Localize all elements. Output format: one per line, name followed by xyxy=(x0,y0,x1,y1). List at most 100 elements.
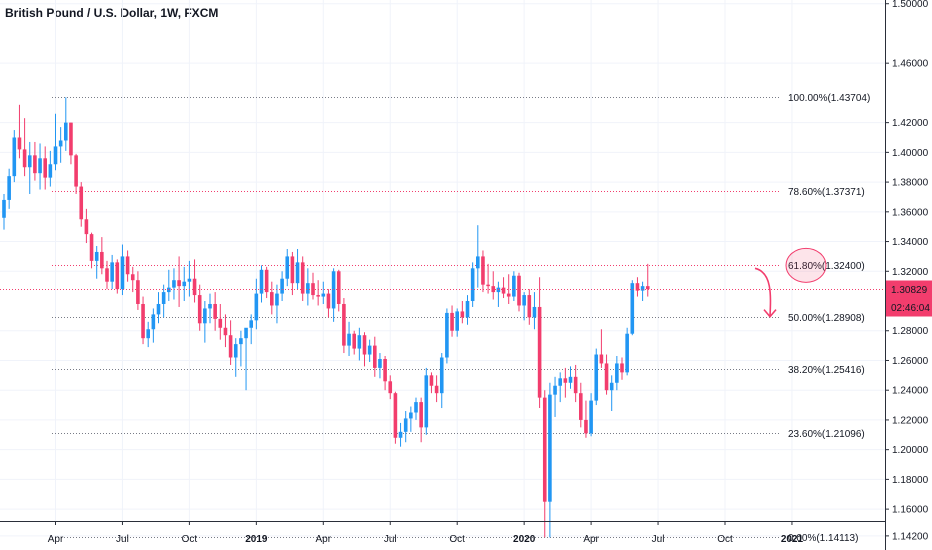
time-tick-label: Apr xyxy=(48,534,64,545)
candle-body xyxy=(476,256,480,269)
candle-body xyxy=(403,418,408,432)
price-tick-label: 1.32000 xyxy=(892,267,929,278)
price-tick-label: 1.14200 xyxy=(892,531,929,542)
candle-body xyxy=(532,306,537,318)
candle-body xyxy=(347,333,351,346)
candle-body xyxy=(300,262,305,294)
candle-body xyxy=(424,375,429,428)
candle-body xyxy=(455,311,459,331)
candle-body xyxy=(254,293,259,321)
candle-body xyxy=(460,311,465,318)
candle-body xyxy=(640,286,645,291)
candle-body xyxy=(409,412,413,419)
time-tick-label: Oct xyxy=(717,534,733,545)
candle-body xyxy=(53,146,58,165)
candle-body xyxy=(203,308,207,324)
candle-body xyxy=(573,376,578,394)
candle-body xyxy=(579,393,583,420)
candle-body xyxy=(584,419,588,434)
candle-body xyxy=(295,262,300,284)
candle-body xyxy=(434,385,439,394)
candle-body xyxy=(589,400,593,434)
candle-body xyxy=(197,295,202,324)
candle-body xyxy=(393,393,398,438)
candle-body xyxy=(527,295,532,318)
candle-body xyxy=(84,219,89,235)
price-tick-label: 1.40000 xyxy=(892,148,929,159)
candle-body xyxy=(568,376,573,383)
candle-body xyxy=(48,164,53,178)
time-tick-label: Jul xyxy=(652,534,665,545)
candle-body xyxy=(367,345,372,355)
candle-body xyxy=(604,363,609,391)
candle-body xyxy=(445,312,449,358)
candle-body xyxy=(177,280,181,287)
candle-body xyxy=(27,155,32,168)
candle-body xyxy=(398,431,403,438)
candle-body xyxy=(115,262,120,290)
candle-body xyxy=(233,344,238,358)
candle-body xyxy=(615,363,619,383)
candle-body xyxy=(414,402,418,413)
candle-body xyxy=(275,293,279,306)
candle-body xyxy=(192,278,197,296)
candle-body xyxy=(645,286,650,290)
candle-body xyxy=(558,378,562,386)
annotations xyxy=(0,247,885,318)
candle-body xyxy=(419,402,423,428)
price-tick-label: 1.34000 xyxy=(892,237,929,248)
fib-level-label: 23.60%(1.21096) xyxy=(788,429,865,440)
candle-body xyxy=(290,256,295,284)
candle-body xyxy=(146,329,150,339)
fib-level-label: 50.00%(1.28908) xyxy=(788,313,865,324)
candle-body xyxy=(89,234,94,261)
price-tick-label: 1.20000 xyxy=(892,445,929,456)
candle-body xyxy=(74,155,78,187)
candle-body xyxy=(512,275,516,297)
countdown-box xyxy=(886,298,932,317)
candle-body xyxy=(270,292,274,306)
candle-body xyxy=(213,303,217,319)
highlight-ellipse xyxy=(785,247,827,283)
fib-level-label: 100.00%(1.43704) xyxy=(788,93,870,104)
candle-body xyxy=(625,333,629,373)
fibonacci-retracement[interactable]: 100.00%(1.43704)78.60%(1.37371)61.80%(1.… xyxy=(52,93,870,544)
candle-body xyxy=(373,345,377,368)
candle-body xyxy=(553,385,557,395)
candle-body xyxy=(187,278,192,282)
candle-body xyxy=(501,287,506,294)
candle-body xyxy=(609,382,614,391)
candle-body xyxy=(470,268,475,302)
candle-body xyxy=(280,278,284,294)
candle-body xyxy=(321,293,326,297)
price-tick-label: 1.42000 xyxy=(892,118,929,129)
candle-body xyxy=(506,293,511,297)
time-tick-label: Jul xyxy=(384,534,397,545)
candle-body xyxy=(357,335,362,349)
candles xyxy=(2,97,650,538)
candle-body xyxy=(156,303,161,315)
candle-body xyxy=(172,280,176,288)
candle-body xyxy=(208,303,212,309)
candle-body xyxy=(517,275,521,306)
candle-body xyxy=(465,301,470,318)
time-tick-label: Apr xyxy=(583,534,599,545)
candle-body xyxy=(17,137,22,150)
fib-level-label: 38.20%(1.25416) xyxy=(788,365,865,376)
candle-body xyxy=(228,335,233,358)
candle-body xyxy=(33,155,37,174)
candle-body xyxy=(64,122,68,141)
candle-body xyxy=(362,335,367,355)
candle-body xyxy=(125,256,130,275)
time-tick-label: 2021 xyxy=(781,534,804,545)
candle-body xyxy=(110,262,114,282)
time-tick-label: 2020 xyxy=(513,534,536,545)
candle-body xyxy=(43,158,47,178)
candle-body xyxy=(182,281,187,287)
candle-body xyxy=(342,303,346,346)
candle-body xyxy=(429,375,434,386)
price-tick-label: 1.18000 xyxy=(892,475,929,486)
candle-body xyxy=(2,199,6,218)
candle-body xyxy=(105,268,109,282)
